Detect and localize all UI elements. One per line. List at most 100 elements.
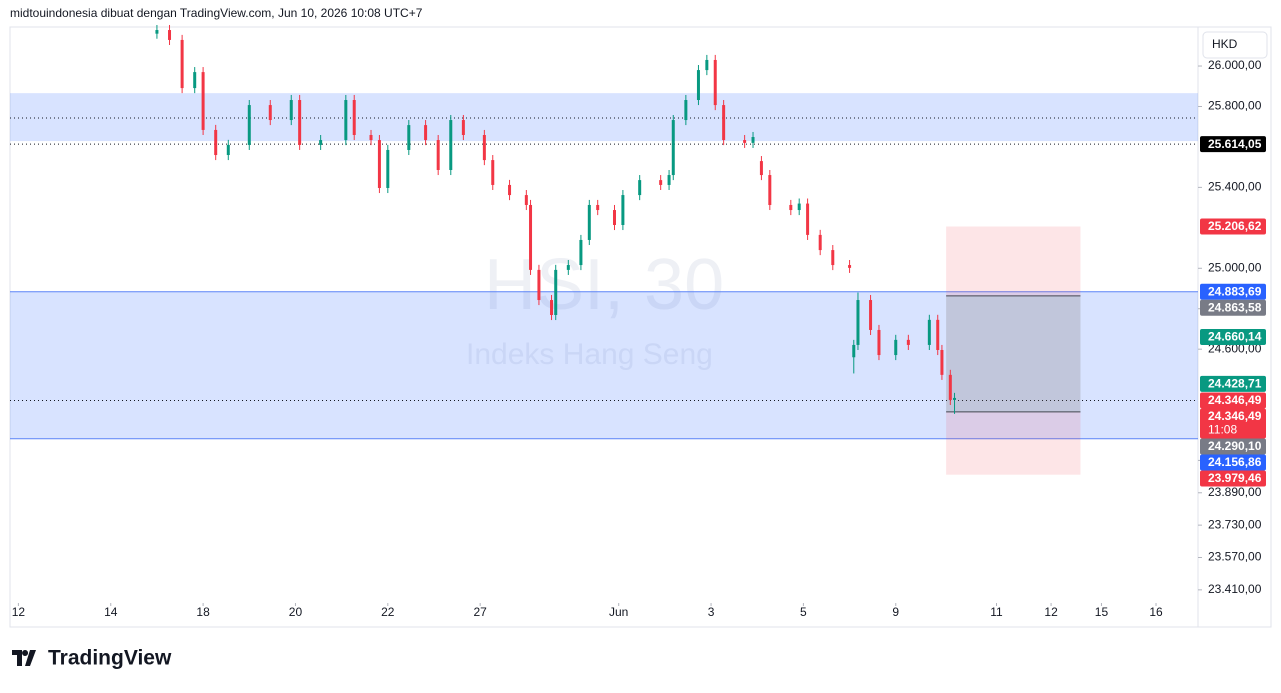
price-label-countdown: 11:08 [1208,423,1237,437]
candle-body [247,105,251,145]
candle-body [537,269,541,301]
candle-body [953,397,957,400]
price-label: 23.979,46 [1208,471,1262,485]
price-label: 24.660,14 [1208,330,1262,344]
price-label: 24.346,49 [1208,409,1262,423]
candle-body [948,374,952,400]
candle-body [696,70,700,101]
candle-body [524,195,528,205]
y-tick-label: 25.800,00 [1208,99,1262,113]
zone [10,93,1198,142]
candle-body [550,300,554,315]
x-tick-label: 12 [1044,605,1058,619]
candle-body [386,149,390,188]
price-label-box [1200,408,1266,439]
candle-body [226,144,230,156]
price-label: 25.206,62 [1208,219,1262,233]
candle-body [482,135,486,161]
candle-body [449,120,453,170]
y-tick-label: 23.410,00 [1208,582,1262,596]
candle-body [831,250,835,266]
candle-body [407,125,411,150]
price-label-box [1200,136,1266,153]
header: midtouindonesia dibuat dengan TradingVie… [10,6,423,20]
price-label-box [1200,329,1266,346]
price-label-box [1200,283,1266,300]
y-tick-label: 23.570,00 [1208,550,1262,564]
candle-body [684,100,688,121]
candle-body [667,175,671,185]
zone [10,291,1198,439]
x-tick-label: 20 [289,605,303,619]
candle-body [612,210,616,225]
y-tick-label: 25.400,00 [1208,180,1262,194]
x-tick-label: 5 [800,605,807,619]
candle-body [461,120,465,135]
x-tick-label: 12 [12,605,26,619]
price-label: 24.346,49 [1208,393,1262,407]
y-tick-label: 25.000,00 [1208,260,1262,274]
candle-body [352,100,356,135]
price-label-box [1200,299,1266,316]
candle-body [869,300,873,330]
candle-body [319,140,323,145]
candle-body [818,234,822,251]
candle-body [671,120,675,176]
candle-body [906,339,910,345]
price-label: 24.883,69 [1208,284,1262,298]
candle-body [751,137,755,143]
x-tick-label: 22 [381,605,395,619]
position-reward [946,295,1081,412]
candle-body [848,265,852,268]
y-tick-label: 23.890,00 [1208,485,1262,499]
watermark-name: Indeks Hang Seng [466,338,713,371]
candle-body [554,269,558,315]
candle-body [759,161,763,176]
price-label-box [1200,392,1266,409]
candle-body [566,265,570,270]
currency-box[interactable] [1202,31,1268,59]
candle-body [579,239,583,266]
candle-body [180,39,184,89]
y-tick-label: 26.000,00 [1208,58,1262,72]
candle-body [344,100,348,141]
x-tick-label: 16 [1149,605,1163,619]
brand-logo [12,650,36,666]
x-tick-label: 27 [473,605,487,619]
x-tick-label: 3 [708,605,715,619]
x-tick-label: Jun [609,605,628,619]
candle-body [806,203,810,235]
price-label: 24.428,71 [1208,376,1262,390]
candle-body [894,339,898,356]
candle-body [168,30,172,40]
candle-body [424,125,428,141]
candle-body [705,59,709,71]
candle-body [587,204,591,240]
brand: TradingView [48,647,172,670]
price-label-box [1200,438,1266,455]
chart-frame [9,26,1272,628]
x-tick-label: 11 [990,605,1003,619]
candle-body [743,140,747,143]
currency[interactable]: HKD [1212,37,1238,51]
candle-body [768,175,772,205]
candle-body [927,319,931,345]
candle-body [940,349,944,375]
candle-body [659,180,663,185]
x-tick-label: 14 [104,605,118,619]
candle-body [298,100,302,145]
candle-body [214,129,218,156]
candle-body [638,180,642,196]
x-tick-label: 15 [1095,605,1109,619]
price-label-box [1200,454,1266,471]
candle-body [596,204,600,211]
candle-body [529,204,533,270]
candle-body [936,319,940,350]
candle-body [797,203,801,211]
candle-body [713,59,717,106]
candle-body [877,329,881,356]
candle-body [193,72,197,89]
candle-body [377,140,381,188]
watermark-symbol: HSI, 30 [484,245,724,325]
